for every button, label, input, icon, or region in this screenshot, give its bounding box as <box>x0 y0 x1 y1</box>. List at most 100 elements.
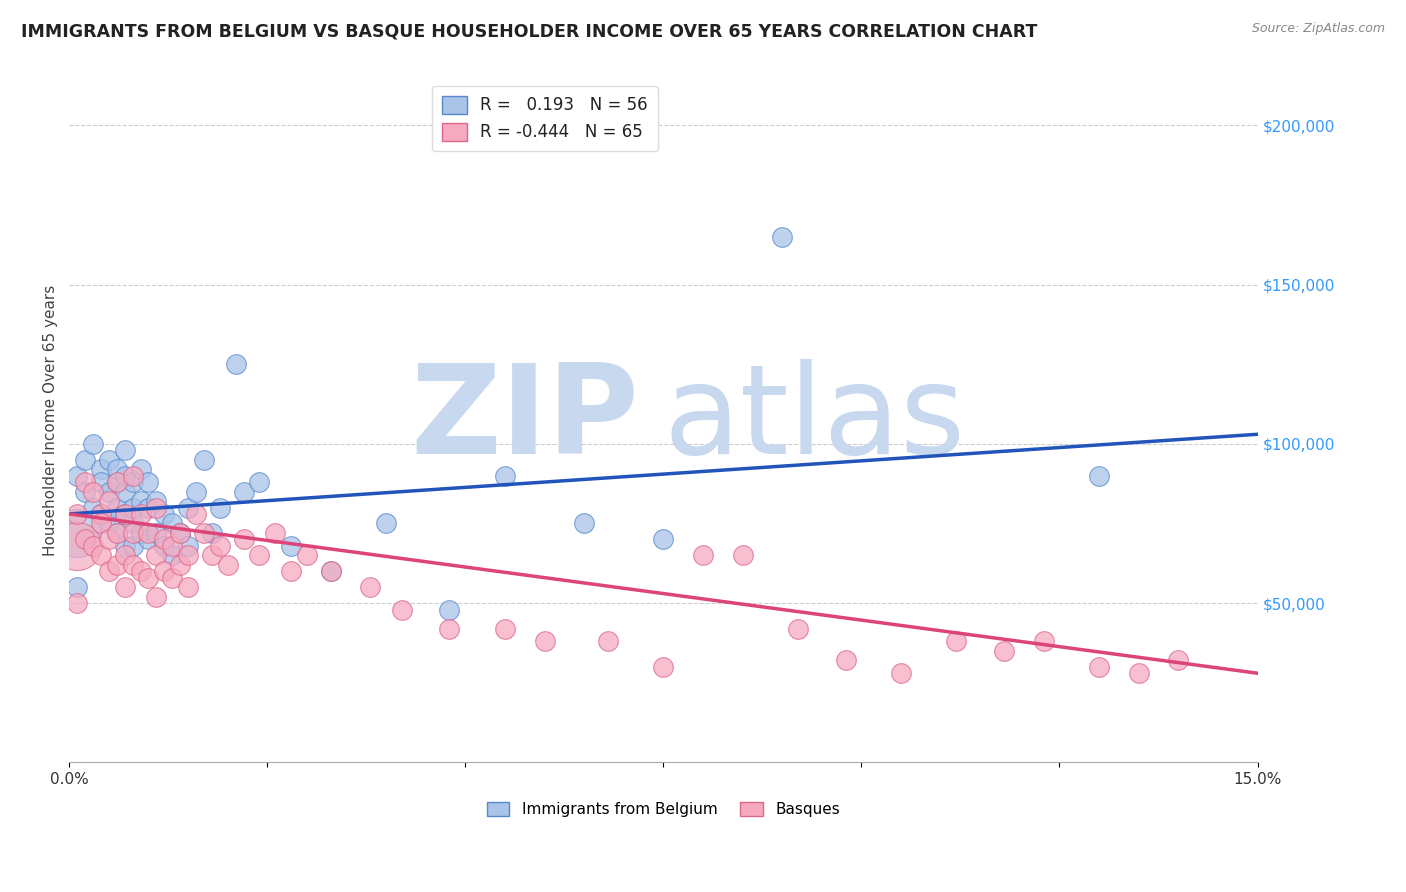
Point <box>75 484 97 499</box>
Point <box>184 484 207 499</box>
Point <box>121 475 143 489</box>
Point <box>160 549 183 563</box>
Point <box>652 660 675 674</box>
Point <box>82 539 104 553</box>
Point <box>160 571 183 585</box>
Point <box>494 622 516 636</box>
Point <box>129 526 152 541</box>
Point <box>114 468 136 483</box>
Legend: Immigrants from Belgium, Basques: Immigrants from Belgium, Basques <box>481 796 846 823</box>
Point <box>208 539 231 553</box>
Point <box>105 475 128 489</box>
Text: IMMIGRANTS FROM BELGIUM VS BASQUE HOUSEHOLDER INCOME OVER 65 YEARS CORRELATION C: IMMIGRANTS FROM BELGIUM VS BASQUE HOUSEH… <box>21 22 1038 40</box>
Point <box>82 500 104 515</box>
Point <box>97 484 120 499</box>
Point <box>201 549 224 563</box>
Point <box>264 526 287 541</box>
Point <box>114 507 136 521</box>
Point <box>247 549 270 563</box>
Point <box>105 462 128 476</box>
Text: atlas: atlas <box>664 359 966 481</box>
Point <box>66 526 89 541</box>
Point <box>138 500 160 515</box>
Point <box>121 500 143 515</box>
Text: Source: ZipAtlas.com: Source: ZipAtlas.com <box>1251 22 1385 36</box>
Point <box>105 558 128 572</box>
Point <box>145 590 167 604</box>
Point <box>97 516 120 531</box>
Point <box>160 539 183 553</box>
Point <box>90 549 112 563</box>
Point <box>114 580 136 594</box>
Point <box>993 644 1015 658</box>
Y-axis label: Householder Income Over 65 years: Householder Income Over 65 years <box>44 285 58 556</box>
Point <box>319 564 342 578</box>
Point <box>75 452 97 467</box>
Point <box>247 475 270 489</box>
Point <box>193 452 215 467</box>
Point <box>1128 666 1150 681</box>
Point <box>66 468 89 483</box>
Point <box>295 549 318 563</box>
Point <box>66 580 89 594</box>
Point <box>138 526 160 541</box>
Point <box>572 516 595 531</box>
Point <box>1088 468 1111 483</box>
Point <box>145 500 167 515</box>
Point <box>652 533 675 547</box>
Point <box>75 533 97 547</box>
Point <box>90 507 112 521</box>
Point <box>97 564 120 578</box>
Point <box>359 580 381 594</box>
Point <box>138 571 160 585</box>
Point <box>375 516 398 531</box>
Point <box>770 229 793 244</box>
Point <box>169 526 191 541</box>
Point <box>280 539 302 553</box>
Point <box>90 475 112 489</box>
Point <box>129 564 152 578</box>
Point <box>97 452 120 467</box>
Point <box>153 507 176 521</box>
Point <box>138 475 160 489</box>
Point <box>105 526 128 541</box>
Point <box>201 526 224 541</box>
Point <box>731 549 754 563</box>
Point <box>121 468 143 483</box>
Point <box>97 494 120 508</box>
Point <box>145 494 167 508</box>
Point <box>787 622 810 636</box>
Point <box>66 507 89 521</box>
Point <box>177 539 200 553</box>
Point <box>153 533 176 547</box>
Point <box>177 549 200 563</box>
Point <box>153 539 176 553</box>
Point <box>97 533 120 547</box>
Point <box>129 494 152 508</box>
Point <box>596 634 619 648</box>
Point <box>66 539 89 553</box>
Point <box>121 539 143 553</box>
Point <box>138 533 160 547</box>
Point <box>208 500 231 515</box>
Point <box>114 539 136 553</box>
Point <box>114 443 136 458</box>
Point <box>90 462 112 476</box>
Point <box>439 602 461 616</box>
Point <box>121 526 143 541</box>
Point <box>439 622 461 636</box>
Point <box>193 526 215 541</box>
Point <box>225 357 247 371</box>
Point <box>391 602 413 616</box>
Point <box>890 666 912 681</box>
Point <box>319 564 342 578</box>
Point <box>75 475 97 489</box>
Point <box>105 475 128 489</box>
Point <box>184 507 207 521</box>
Point <box>280 564 302 578</box>
Point <box>82 484 104 499</box>
Point <box>217 558 239 572</box>
Point <box>177 500 200 515</box>
Point <box>105 500 128 515</box>
Point <box>114 549 136 563</box>
